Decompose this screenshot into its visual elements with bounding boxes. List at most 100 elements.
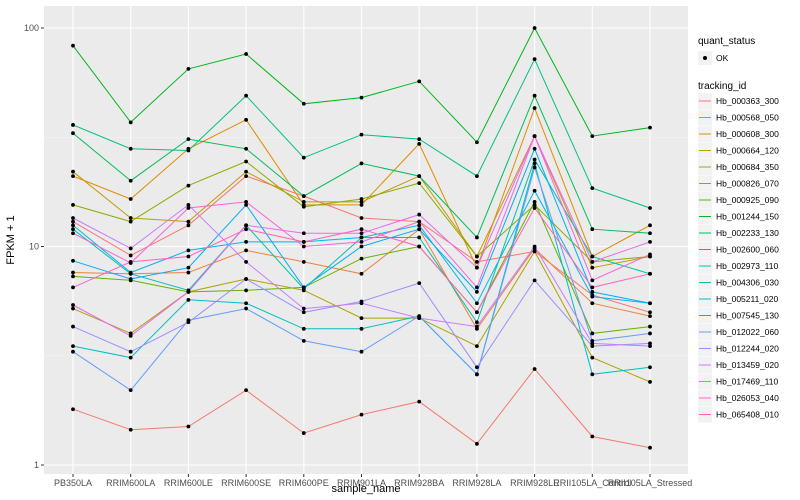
data-point — [128, 246, 133, 251]
data-point — [532, 278, 537, 283]
data-point — [359, 197, 364, 201]
x-tick-label: RRIM600LA — [106, 478, 155, 488]
data-point — [301, 326, 306, 331]
data-point — [301, 285, 306, 290]
data-point — [417, 244, 422, 249]
data-point — [417, 181, 422, 186]
color-legend-title: tracking_id — [698, 81, 746, 92]
data-point — [475, 372, 479, 377]
data-point — [128, 146, 133, 151]
data-point — [244, 248, 249, 253]
data-point — [648, 445, 652, 450]
color-legend-label: Hb_007545_130 — [716, 311, 779, 321]
shape-legend-items: OK — [698, 51, 729, 65]
data-point — [359, 216, 364, 220]
data-point — [359, 95, 364, 100]
data-point — [301, 199, 306, 204]
data-point — [71, 227, 75, 232]
data-point — [301, 244, 306, 249]
data-point — [186, 219, 191, 224]
data-point — [244, 169, 249, 174]
data-point — [301, 155, 306, 160]
data-point — [186, 320, 191, 325]
color-legend-label: Hb_013459_020 — [716, 360, 779, 370]
data-point — [71, 169, 75, 174]
data-point — [417, 316, 422, 321]
color-legend-label: Hb_000608_300 — [716, 129, 779, 139]
data-point — [71, 203, 75, 207]
data-point — [128, 253, 133, 258]
series-points — [71, 26, 652, 450]
data-point — [71, 131, 75, 136]
color-legend-label: Hb_000684_350 — [716, 162, 779, 172]
data-point — [475, 289, 479, 294]
data-point — [532, 146, 537, 151]
data-point — [590, 294, 595, 299]
data-point — [244, 52, 249, 56]
color-legend-label: Hb_000363_300 — [716, 96, 779, 106]
data-point — [590, 186, 595, 191]
data-point — [532, 249, 537, 254]
color-legend-label: Hb_001244_150 — [716, 212, 779, 222]
legend-point-icon — [703, 56, 707, 60]
data-point — [475, 344, 479, 349]
data-point — [590, 285, 595, 290]
data-point — [532, 203, 537, 207]
y-tick-label: 1 — [34, 460, 39, 470]
data-point — [648, 310, 652, 315]
data-point — [532, 199, 537, 204]
data-point — [648, 206, 652, 210]
data-point — [648, 125, 652, 130]
color-legend-label: Hb_000568_050 — [716, 113, 779, 123]
data-point — [186, 289, 191, 294]
color-legend-label: Hb_002600_060 — [716, 245, 779, 255]
x-axis-title: sample_name — [331, 483, 400, 495]
data-point — [359, 256, 364, 261]
data-point — [590, 434, 595, 439]
data-point — [417, 223, 422, 228]
color-legend-label: Hb_017469_110 — [716, 377, 779, 387]
data-point — [359, 271, 364, 276]
shape-legend-label: OK — [716, 53, 729, 63]
x-tick-label: RRIM928LA — [452, 478, 501, 488]
data-point — [590, 260, 595, 264]
data-point — [71, 285, 75, 290]
x-tick-label: RRIM600SE — [221, 478, 271, 488]
data-point — [359, 239, 364, 244]
data-point — [244, 260, 249, 264]
data-point — [359, 412, 364, 417]
x-tick-label: RRII105LA_Control — [553, 478, 631, 488]
color-legend-label: Hb_012022_060 — [716, 327, 779, 337]
data-point — [648, 252, 652, 257]
color-legend-label: Hb_026053_040 — [716, 393, 779, 403]
data-point — [71, 174, 75, 178]
data-point — [417, 212, 422, 217]
data-point — [71, 274, 75, 279]
data-point — [590, 341, 595, 346]
data-point — [648, 239, 652, 244]
data-point — [359, 227, 364, 232]
data-point — [359, 231, 364, 236]
data-point — [301, 338, 306, 343]
x-tick-label: RRII105LA_Stressed — [608, 478, 693, 488]
data-point — [590, 265, 595, 270]
color-legend-label: Hb_002973_110 — [716, 261, 779, 271]
data-point — [186, 206, 191, 210]
data-point — [71, 324, 75, 329]
data-point — [648, 231, 652, 236]
data-point — [590, 134, 595, 139]
data-point — [71, 270, 75, 275]
data-point — [359, 326, 364, 331]
data-point — [244, 227, 249, 232]
data-point — [128, 333, 133, 338]
data-point — [71, 219, 75, 224]
data-point — [71, 223, 75, 228]
color-legend-label: Hb_004306_030 — [716, 278, 779, 288]
color-legend-label: Hb_000826_070 — [716, 179, 779, 189]
color-legend-items: Hb_000363_300 Hb_000568_050 Hb_000608_300 H… — [698, 93, 779, 423]
data-point — [359, 316, 364, 321]
data-point — [590, 372, 595, 377]
data-point — [244, 388, 249, 393]
data-point — [532, 244, 537, 249]
x-tick-label: RRIM928BA — [394, 478, 444, 488]
